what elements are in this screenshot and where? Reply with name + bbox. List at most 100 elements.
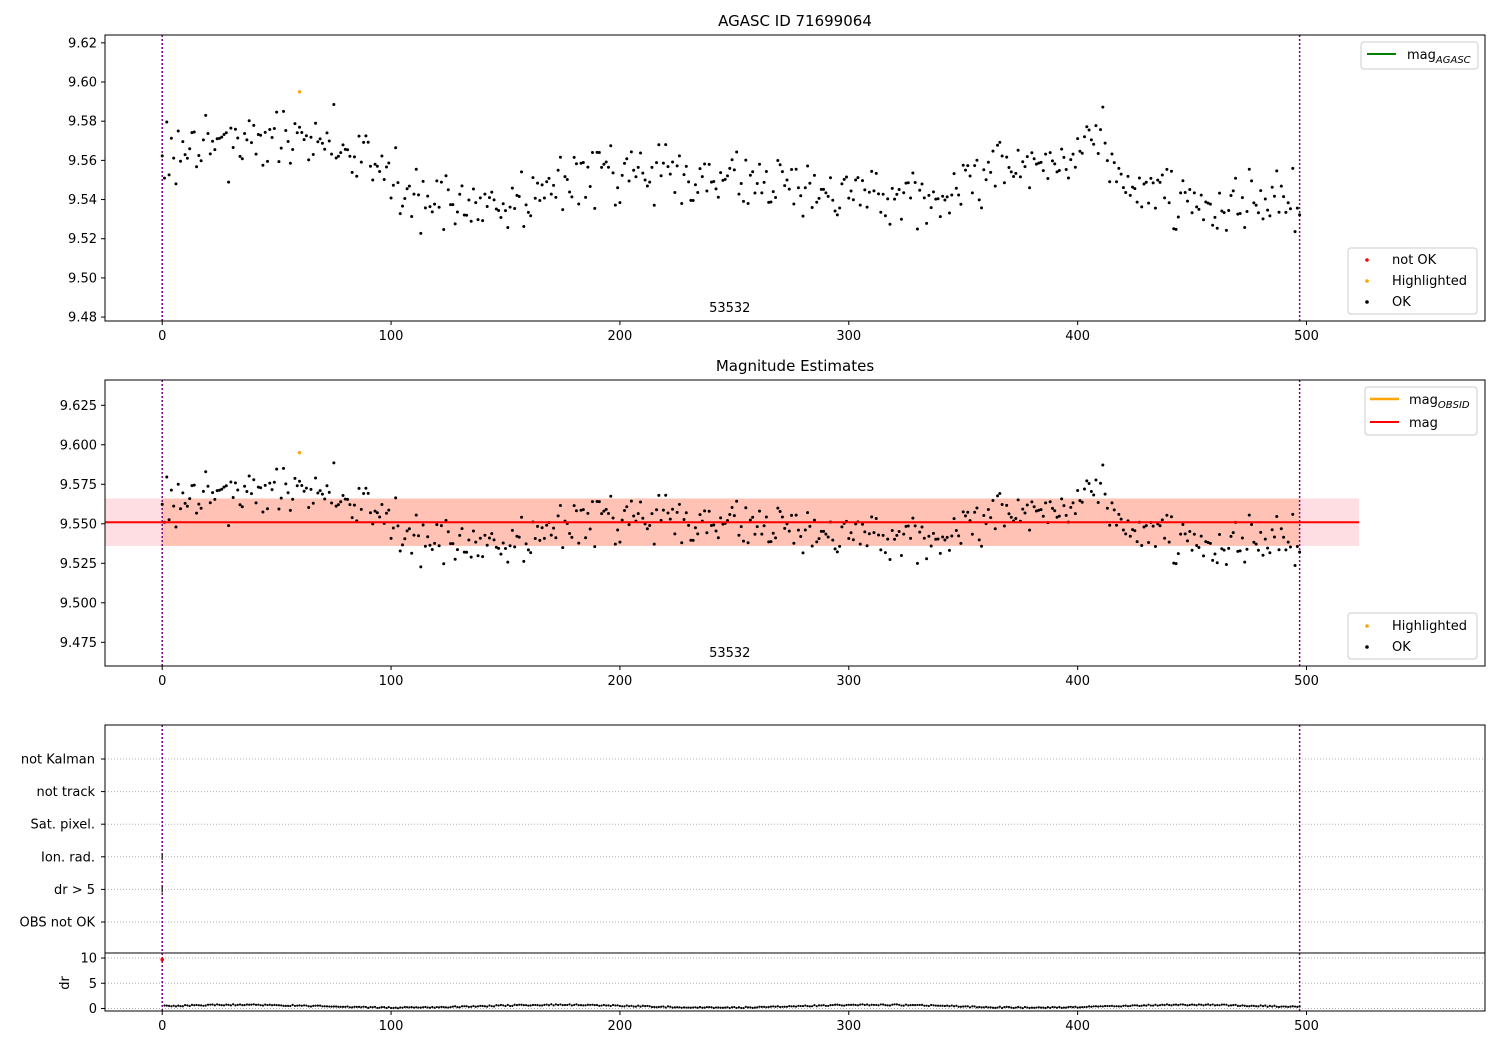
ok-point: [1238, 549, 1242, 553]
ok-point: [483, 192, 487, 196]
dr-point: [836, 1003, 839, 1006]
dr-not-ok-point: [160, 957, 165, 962]
ok-point: [1272, 194, 1276, 198]
dr-point: [859, 1003, 862, 1006]
legend-label-highlighted: Highlighted: [1392, 274, 1467, 289]
ok-point: [751, 170, 755, 174]
ok-point: [1259, 189, 1263, 193]
ok-point: [794, 513, 798, 517]
agasc-panel-obsid-label: 53532: [709, 301, 750, 316]
ok-point: [739, 182, 743, 186]
ok-point: [1069, 158, 1073, 162]
ok-point: [691, 199, 695, 203]
ok-point: [890, 186, 894, 190]
dr-point: [964, 1005, 967, 1008]
ok-point: [1076, 137, 1080, 141]
dr-point: [831, 1003, 834, 1007]
dr-point: [692, 1006, 695, 1009]
ok-point: [870, 515, 874, 519]
ok-point: [492, 538, 496, 542]
dr-point: [504, 1004, 507, 1008]
ok-point: [1101, 105, 1105, 109]
ok-point: [467, 538, 471, 542]
ok-point: [856, 176, 860, 180]
ok-point: [558, 155, 562, 159]
ok-point: [364, 134, 368, 138]
ok-point: [552, 526, 556, 530]
dr-point: [293, 1004, 297, 1008]
dr-point: [476, 1005, 480, 1008]
ok-point: [714, 187, 718, 191]
dr-point: [179, 1005, 182, 1008]
ok-point: [831, 538, 835, 542]
ok-point: [430, 548, 434, 552]
ok-point: [721, 522, 725, 526]
dr-point: [303, 1004, 306, 1007]
ok-point: [751, 515, 755, 519]
dr-point: [211, 1003, 214, 1006]
ok-point: [604, 160, 608, 164]
ok-point: [1179, 191, 1183, 195]
ok-point: [357, 134, 361, 138]
ok-point: [687, 180, 691, 184]
y-tick-label: 9.62: [68, 36, 97, 51]
x-tick-label: 0: [158, 329, 166, 344]
dr-point: [309, 1005, 313, 1008]
ok-point: [348, 503, 352, 507]
ok-point: [426, 535, 430, 539]
ok-point: [1135, 540, 1139, 544]
ok-point: [261, 510, 265, 514]
ok-point: [398, 549, 402, 553]
ok-point: [920, 525, 924, 529]
dr-point: [216, 1003, 219, 1006]
dr-point: [838, 1003, 841, 1007]
ok-point: [817, 537, 821, 541]
ok-point: [767, 200, 771, 204]
ok-point: [1282, 535, 1286, 539]
ok-point: [339, 151, 343, 155]
x-tick-label: 400: [1065, 1019, 1090, 1034]
ok-point: [771, 531, 775, 535]
dr-point: [355, 1005, 358, 1008]
ok-point: [1284, 548, 1288, 552]
ok-point: [776, 506, 780, 510]
ok-point: [323, 147, 327, 151]
ok-point: [517, 535, 521, 539]
dr-point: [884, 1004, 887, 1007]
dr-point: [266, 1003, 269, 1007]
ok-point: [666, 165, 670, 169]
ok-point: [977, 198, 981, 202]
dr-point: [1099, 1005, 1102, 1008]
dr-point: [1133, 1004, 1136, 1007]
ok-point: [931, 531, 935, 535]
ok-point: [487, 196, 491, 200]
x-tick-label: 300: [836, 1019, 861, 1034]
legend-label-not-ok: not OK: [1392, 253, 1437, 268]
ok-point: [590, 150, 594, 154]
ok-point: [639, 500, 643, 504]
ok-point: [172, 156, 176, 160]
ok-point: [220, 135, 224, 139]
ok-point: [840, 182, 844, 186]
dr-point: [1136, 1004, 1139, 1007]
ok-point: [510, 528, 514, 532]
ok-point: [767, 540, 771, 544]
ok-point: [1236, 212, 1240, 216]
ok-point: [227, 524, 231, 528]
ok-point: [936, 197, 940, 201]
ok-point: [293, 476, 297, 480]
dr-point: [749, 1006, 752, 1009]
ok-point: [1078, 149, 1082, 153]
ok-point: [444, 518, 448, 522]
ok-point: [176, 482, 180, 486]
y-tick-label: 9.550: [60, 517, 97, 532]
dr-point: [417, 1006, 420, 1009]
dr-point: [872, 1003, 876, 1007]
ok-point: [899, 217, 903, 221]
dr-point: [431, 1005, 434, 1009]
dr-point: [378, 1006, 381, 1009]
y-tick-label: 9.500: [60, 596, 97, 611]
ok-point: [1176, 552, 1180, 556]
dr-point: [886, 1004, 889, 1007]
dr-point: [660, 1005, 663, 1008]
